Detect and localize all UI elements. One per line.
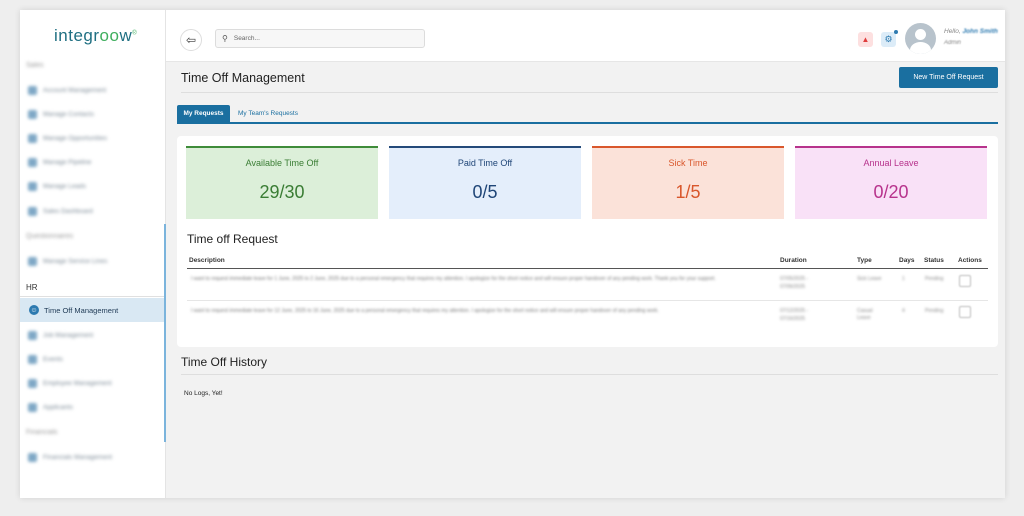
row-2-days: 4 <box>902 308 905 314</box>
page-title: Time Off Management <box>181 71 305 85</box>
tab-my-requests[interactable]: My Requests <box>177 105 230 122</box>
row-2-action-button[interactable] <box>959 306 971 318</box>
sidebar-item-manage-leads[interactable]: Manage Leads <box>28 178 158 194</box>
events-icon <box>28 354 37 364</box>
top-bar: ⇦ ⚲ ▲ ⚙ Hello, John Smith Admin <box>166 10 1005 62</box>
bell-icon[interactable]: ▲ <box>858 32 873 47</box>
sidebar-item-job-management[interactable]: Job Management <box>28 327 158 343</box>
sidebar-item-manage-opportunities[interactable]: Manage Opportunities <box>28 130 158 146</box>
sidebar-item-manage-contacts[interactable]: Manage Contacts <box>28 106 158 122</box>
stat-value: 0/5 <box>472 182 498 202</box>
search-box[interactable]: ⚲ <box>215 29 425 48</box>
sidebar-section-financials: Financials <box>26 429 58 436</box>
sidebar: integroow® Sales Account Management Mana… <box>20 10 166 498</box>
history-title: Time Off History <box>181 355 268 369</box>
app-logo[interactable]: integroow® <box>54 26 138 45</box>
sidebar-item-service-lines[interactable]: Manage Service Lines <box>28 253 158 269</box>
contacts-icon <box>28 109 37 119</box>
sidebar-item-financials-management[interactable]: Financials Management <box>28 449 158 465</box>
tab-my-teams-requests[interactable]: My Team's Requests <box>237 110 298 117</box>
stat-label: Sick Time <box>668 158 708 168</box>
stat-value: 0/20 <box>873 182 909 202</box>
employee-icon <box>28 378 37 388</box>
sidebar-item-sales-dashboard[interactable]: Sales Dashboard <box>28 203 158 219</box>
row-1-description: I want to request immediate leave for 1 … <box>191 276 716 282</box>
app-window: integroow® Sales Account Management Mana… <box>20 10 1005 498</box>
header-divider <box>181 92 998 93</box>
row-1-status: Pending <box>925 276 944 282</box>
account-icon <box>28 85 37 95</box>
column-header-status: Status <box>924 257 944 264</box>
history-divider <box>181 374 998 375</box>
sidebar-item-events[interactable]: Events <box>28 351 158 367</box>
job-icon <box>28 330 37 340</box>
requests-title: Time off Request <box>187 232 278 246</box>
sidebar-item-employee-management[interactable]: Employee Management <box>28 375 158 391</box>
stat-label: Paid Time Off <box>457 158 513 168</box>
sidebar-section-sales: Sales <box>26 62 44 69</box>
tab-underline <box>177 122 998 124</box>
dashboard-icon <box>28 206 37 216</box>
column-header-description: Description <box>189 257 225 264</box>
requests-card: Available Time Off 29/30 Paid Time Off 0… <box>177 136 998 347</box>
row-2-description: I want to request immediate leave for 12… <box>191 308 659 314</box>
sidebar-item-applicants[interactable]: Applicants <box>28 399 158 415</box>
leads-icon <box>28 181 37 191</box>
row-1-action-button[interactable] <box>959 275 971 287</box>
new-time-off-request-button[interactable]: New Time Off Request <box>899 67 998 88</box>
column-header-type: Type <box>857 257 872 264</box>
row-1-type: Sick Leave <box>857 276 882 282</box>
sidebar-item-manage-pipeline[interactable]: Manage Pipeline <box>28 154 158 170</box>
search-icon: ⚲ <box>222 34 228 43</box>
row-2-duration-from: 07/12/2025 - <box>780 308 809 314</box>
stat-sick-time: Sick Time 1/5 <box>592 146 784 219</box>
row-1-duration-to: 07/06/2025 <box>780 284 806 290</box>
row-2-duration-to: 07/16/2025 <box>780 316 806 322</box>
stat-value: 29/30 <box>259 182 305 202</box>
sidebar-section-questionnaires: Questionnaires <box>26 233 74 240</box>
row-1-duration-from: 07/05/2025 - <box>780 276 809 282</box>
stat-label: Available Time Off <box>245 158 319 168</box>
notification-dot <box>894 30 898 34</box>
sidebar-item-time-off-management[interactable]: ☺ Time Off Management <box>20 298 165 322</box>
user-greeting: Hello, John Smith <box>944 28 998 35</box>
table-header-divider <box>187 268 988 269</box>
sidebar-divider <box>20 296 166 297</box>
collapse-menu-icon[interactable]: ⇦ <box>180 29 202 51</box>
sidebar-scrollbar[interactable] <box>164 224 166 442</box>
search-input[interactable] <box>233 35 404 42</box>
stat-annual-leave: Annual Leave 0/20 <box>795 146 987 219</box>
column-header-duration: Duration <box>780 257 807 264</box>
stat-available-time-off: Available Time Off 29/30 <box>186 146 378 219</box>
row-2-type: Casual Leave <box>857 308 873 321</box>
user-name: John Smith <box>962 28 998 35</box>
sidebar-section-hr: HR <box>26 283 38 292</box>
stat-paid-time-off: Paid Time Off 0/5 <box>389 146 581 219</box>
applicants-icon <box>28 402 37 412</box>
table-row-divider <box>187 300 988 301</box>
service-lines-icon <box>28 256 37 266</box>
row-1-days: 1 <box>902 276 905 282</box>
column-header-days: Days <box>899 257 915 264</box>
financials-icon <box>28 452 37 462</box>
pipeline-icon <box>28 157 37 167</box>
stat-label: Annual Leave <box>863 158 919 168</box>
avatar[interactable] <box>905 23 936 54</box>
gear-icon[interactable]: ⚙ <box>881 30 898 47</box>
opportunities-icon <box>28 133 37 143</box>
row-2-status: Pending <box>925 308 944 314</box>
user-role: Admin <box>944 40 962 46</box>
stat-value: 1/5 <box>675 182 701 202</box>
column-header-actions: Actions <box>958 257 982 264</box>
time-off-icon: ☺ <box>29 305 39 315</box>
history-empty-text: No Logs, Yet! <box>184 390 223 397</box>
sidebar-item-account-management[interactable]: Account Management <box>28 82 158 98</box>
